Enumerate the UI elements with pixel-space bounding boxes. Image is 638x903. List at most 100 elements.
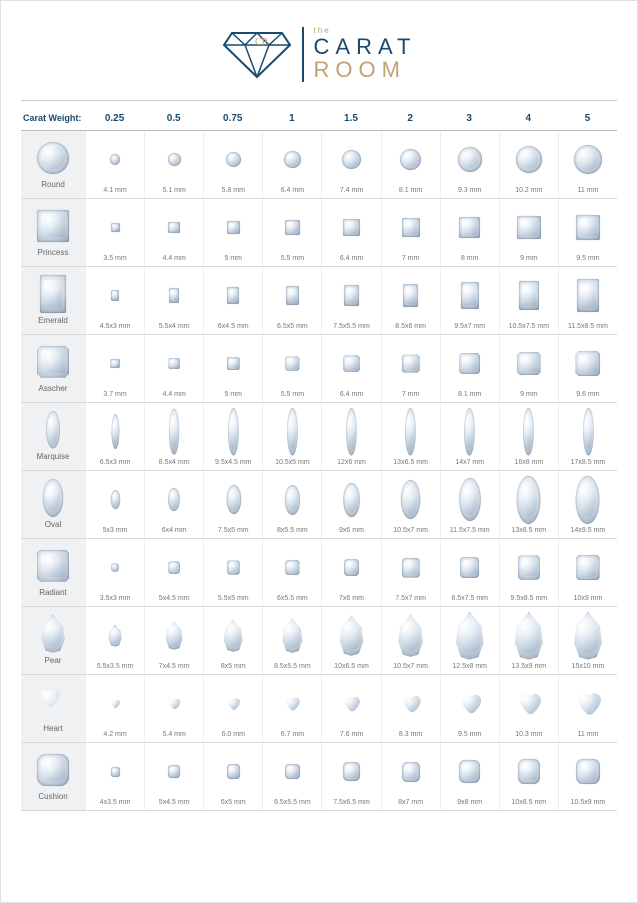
size-label: 4.5x3 mm bbox=[100, 323, 131, 330]
size-label: 8 mm bbox=[461, 255, 479, 262]
gem-princess bbox=[343, 203, 360, 253]
logo-line2: ROOM bbox=[314, 58, 417, 81]
size-label: 11.5x8.5 mm bbox=[568, 323, 608, 330]
gem-princess bbox=[227, 203, 240, 253]
gem-marquise bbox=[107, 407, 124, 457]
shape-cell-pear: Pear bbox=[21, 607, 85, 675]
header-weight: 1.5 bbox=[321, 107, 380, 131]
gem-cushion bbox=[518, 747, 540, 797]
cell-cushion-0.5: 5x4.5 mm bbox=[144, 743, 203, 811]
size-label: 6.7 mm bbox=[281, 731, 304, 738]
cell-emerald-1: 6.5x5 mm bbox=[262, 267, 321, 335]
gem-marquise bbox=[163, 407, 185, 457]
size-label: 10x8.5 mm bbox=[512, 799, 547, 806]
size-label: 10.5x9 mm bbox=[571, 799, 606, 806]
size-label: 10x6.5 mm bbox=[334, 663, 369, 670]
size-label: 7x6 mm bbox=[339, 595, 364, 602]
gem-radiant bbox=[518, 543, 540, 593]
cell-emerald-0.75: 6x4.5 mm bbox=[203, 267, 262, 335]
size-label: 9.5x7 mm bbox=[454, 323, 485, 330]
size-label: 9.5 mm bbox=[576, 255, 599, 262]
gem-marquise bbox=[281, 407, 304, 457]
cell-round-4: 10.2 mm bbox=[499, 131, 558, 199]
cell-radiant-0.25: 3.5x3 mm bbox=[85, 539, 144, 607]
gem-emerald bbox=[519, 271, 539, 321]
cell-oval-4: 13x8.5 mm bbox=[499, 471, 558, 539]
cell-heart-4: 10.3 mm bbox=[499, 675, 558, 743]
cell-radiant-4: 9.5x8.5 mm bbox=[499, 539, 558, 607]
cell-pear-1: 8.5x5.5 mm bbox=[262, 607, 321, 675]
cell-oval-0.75: 7.5x5 mm bbox=[203, 471, 262, 539]
size-label: 13x6.5 mm bbox=[393, 459, 428, 466]
cell-emerald-3: 9.5x7 mm bbox=[440, 267, 499, 335]
size-label: 8x7 mm bbox=[398, 799, 423, 806]
gem-round bbox=[342, 135, 361, 185]
cell-cushion-3: 9x8 mm bbox=[440, 743, 499, 811]
divider bbox=[21, 100, 617, 101]
pear-icon bbox=[40, 616, 66, 652]
cell-asscher-0.25: 3.7 mm bbox=[85, 335, 144, 403]
gem-heart bbox=[103, 679, 127, 729]
cell-asscher-0.5: 4.4 mm bbox=[144, 335, 203, 403]
gem-emerald bbox=[227, 271, 239, 321]
cushion-icon bbox=[37, 752, 69, 788]
gem-pear bbox=[572, 611, 603, 661]
size-label: 6x5.5 mm bbox=[277, 595, 308, 602]
shape-cell-oval: Oval bbox=[21, 471, 85, 539]
gem-princess bbox=[402, 203, 420, 253]
gem-emerald bbox=[403, 271, 419, 321]
size-label: 6.0 mm bbox=[222, 731, 245, 738]
size-label: 5x3 mm bbox=[103, 527, 128, 534]
gem-oval bbox=[512, 475, 545, 525]
gem-emerald bbox=[111, 271, 119, 321]
cell-radiant-1: 6x5.5 mm bbox=[262, 539, 321, 607]
cell-marquise-1.5: 12x6 mm bbox=[321, 403, 380, 471]
gem-emerald bbox=[169, 271, 179, 321]
size-label: 9.6 mm bbox=[576, 391, 599, 398]
cell-cushion-0.25: 4x3.5 mm bbox=[85, 743, 144, 811]
size-label: 14x9.5 mm bbox=[571, 527, 606, 534]
size-label: 4.1 mm bbox=[103, 187, 126, 194]
gem-round bbox=[168, 135, 181, 185]
size-label: 7.5x7 mm bbox=[395, 595, 426, 602]
size-label: 13x8.5 mm bbox=[512, 527, 547, 534]
gem-cushion bbox=[343, 747, 360, 797]
cell-emerald-4: 10.5x7.5 mm bbox=[499, 267, 558, 335]
size-label: 12.5x8 mm bbox=[452, 663, 487, 670]
cell-round-1: 6.4 mm bbox=[262, 131, 321, 199]
cell-oval-1: 8x5.5 mm bbox=[262, 471, 321, 539]
gem-asscher bbox=[227, 339, 240, 389]
cell-oval-1.5: 9x6 mm bbox=[321, 471, 380, 539]
cell-cushion-0.75: 6x5 mm bbox=[203, 743, 262, 811]
gem-round bbox=[458, 135, 482, 185]
size-label: 7 mm bbox=[402, 255, 420, 262]
shape-name: Round bbox=[41, 180, 65, 189]
cell-radiant-2: 7.5x7 mm bbox=[381, 539, 440, 607]
gem-princess bbox=[576, 203, 601, 253]
gem-cushion bbox=[111, 747, 120, 797]
size-label: 10.5x7.5 mm bbox=[509, 323, 549, 330]
size-label: 9.5 mm bbox=[458, 731, 481, 738]
size-label: 5x4.5 mm bbox=[159, 799, 190, 806]
size-label: 11.5x7.5 mm bbox=[450, 527, 490, 534]
cell-princess-3: 8 mm bbox=[440, 199, 499, 267]
gem-marquise bbox=[222, 407, 245, 457]
svg-text:CR: CR bbox=[255, 37, 269, 48]
cell-heart-1: 6.7 mm bbox=[262, 675, 321, 743]
cell-oval-5: 14x9.5 mm bbox=[558, 471, 617, 539]
cell-pear-0.25: 5.5x3.5 mm bbox=[85, 607, 144, 675]
cell-marquise-3: 14x7 mm bbox=[440, 403, 499, 471]
gem-marquise bbox=[458, 407, 481, 457]
gem-asscher bbox=[402, 339, 420, 389]
size-label: 7.5x5 mm bbox=[218, 527, 249, 534]
cell-cushion-1: 6.5x5.5 mm bbox=[262, 743, 321, 811]
size-label: 15x10 mm bbox=[572, 663, 605, 670]
cell-princess-0.5: 4.4 mm bbox=[144, 199, 203, 267]
cell-asscher-1: 5.5 mm bbox=[262, 335, 321, 403]
cell-round-2: 8.1 mm bbox=[381, 131, 440, 199]
size-label: 5 mm bbox=[225, 391, 243, 398]
gem-pear bbox=[223, 611, 244, 661]
cell-cushion-4: 10x8.5 mm bbox=[499, 743, 558, 811]
gem-heart bbox=[399, 679, 423, 729]
size-label: 10.3 mm bbox=[515, 731, 542, 738]
